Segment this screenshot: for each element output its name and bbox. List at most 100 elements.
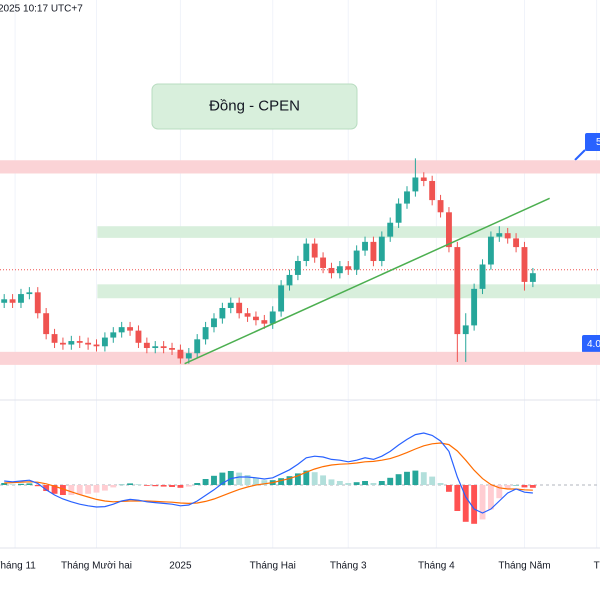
- tag-box: [585, 133, 600, 151]
- candle-body: [378, 236, 385, 262]
- macd-histogram-bar: [370, 483, 377, 485]
- macd-histogram-bar: [127, 483, 134, 485]
- x-tick-label: 2025: [169, 561, 192, 572]
- candle-body: [471, 288, 478, 326]
- signal-line: [4, 442, 533, 505]
- zone: [0, 160, 600, 174]
- macd-histogram-bar: [85, 485, 92, 494]
- macd-histogram-bar: [462, 485, 469, 522]
- candle-body: [294, 261, 301, 275]
- macd-histogram-bar: [76, 485, 83, 495]
- candle-body: [169, 348, 175, 350]
- candle-body: [336, 266, 343, 274]
- candle-body: [253, 316, 259, 321]
- macd-histogram-bar: [454, 485, 461, 511]
- candle-body: [362, 241, 368, 251]
- macd-histogram-bar: [177, 485, 184, 488]
- macd-histogram-bar: [60, 485, 66, 495]
- x-tick-label: Tháng Hai: [250, 561, 296, 572]
- candle-body: [51, 334, 58, 343]
- candle-body: [43, 313, 50, 335]
- tag-label: 5: [596, 137, 600, 148]
- candle-body: [370, 241, 377, 262]
- title-box: [151, 83, 358, 130]
- macd-histogram-bar: [1, 483, 8, 485]
- macd-histogram-bar: [362, 481, 368, 485]
- candle-body: [9, 299, 16, 303]
- candle-body: [127, 327, 134, 331]
- candle-body: [68, 341, 75, 345]
- candle-body: [26, 292, 33, 295]
- macd-histogram-bar: [244, 475, 251, 485]
- tag-box: [582, 335, 600, 353]
- x-tick-label: Tháng 3: [330, 561, 367, 572]
- tag-arrow: [574, 149, 586, 161]
- macd-histogram-bar: [261, 480, 268, 485]
- macd-histogram-bar: [101, 485, 108, 491]
- candle-body: [152, 346, 159, 349]
- macd-histogram-bar: [320, 475, 327, 485]
- macd-histogram-bar: [479, 485, 486, 520]
- macd-histogram-bar: [496, 485, 503, 499]
- candle-body: [1, 299, 8, 303]
- candle-body: [513, 238, 520, 248]
- candle-body: [420, 177, 427, 181]
- macd-histogram-bar: [219, 472, 226, 485]
- macd-histogram-bar: [160, 485, 167, 487]
- macd-histogram-bar: [253, 477, 259, 485]
- macd-histogram-bar: [345, 483, 352, 485]
- macd-histogram-bar: [202, 479, 209, 485]
- macd-histogram-bar: [110, 485, 117, 488]
- macd-histogram-bar: [420, 472, 427, 485]
- header-time: 2025 10:17 UTC+7: [0, 4, 83, 15]
- macd-histogram-bar: [93, 485, 100, 493]
- candle-body: [529, 273, 536, 282]
- candle-body: [261, 320, 268, 324]
- candle-body: [504, 233, 511, 239]
- candle-body: [446, 212, 452, 248]
- trendline: [184, 197, 550, 365]
- candle-body: [118, 327, 125, 333]
- candle-body: [496, 233, 503, 237]
- candle-body: [404, 191, 410, 204]
- candle-body: [437, 200, 444, 213]
- macd-histogram-bar: [513, 485, 520, 486]
- macd-histogram-bar: [68, 485, 75, 495]
- tag-label: 4.0: [587, 339, 600, 350]
- macd-histogram-bar: [504, 485, 511, 489]
- zone: [0, 351, 600, 365]
- candle-body: [412, 177, 419, 192]
- candle-body: [320, 257, 327, 268]
- candle-body: [110, 332, 117, 338]
- candle-body: [185, 353, 192, 359]
- macd-histogram-bar: [34, 485, 41, 487]
- macd-histogram-bar: [404, 471, 410, 485]
- x-tick-label: Tháng 11: [0, 561, 36, 572]
- candle-body: [269, 311, 276, 324]
- candle-body: [387, 222, 394, 237]
- candle-body: [521, 247, 528, 282]
- macd-histogram-bar: [412, 470, 419, 485]
- candle-body: [219, 307, 226, 319]
- candle-body: [18, 294, 24, 303]
- macd-histogram-bar: [471, 485, 478, 524]
- candle-body: [311, 243, 318, 258]
- macd-histogram-bar: [211, 475, 217, 485]
- macd-histogram-bar: [487, 485, 494, 510]
- macd-histogram-bar: [194, 483, 201, 485]
- candle-body: [160, 346, 167, 349]
- macd-histogram-bar: [521, 485, 528, 488]
- candle-body: [345, 266, 352, 270]
- macd-histogram-bar: [118, 484, 125, 486]
- macd-histogram-bar: [395, 474, 402, 485]
- candle-body: [454, 247, 461, 335]
- candle-body: [395, 203, 402, 223]
- candle-body: [278, 285, 285, 312]
- macd-histogram-bar: [185, 485, 192, 487]
- candle-body: [487, 236, 494, 265]
- candle-body: [101, 337, 108, 347]
- macd-histogram-bar: [135, 484, 142, 485]
- candle-body: [60, 342, 66, 345]
- macd-histogram-bar: [26, 483, 33, 485]
